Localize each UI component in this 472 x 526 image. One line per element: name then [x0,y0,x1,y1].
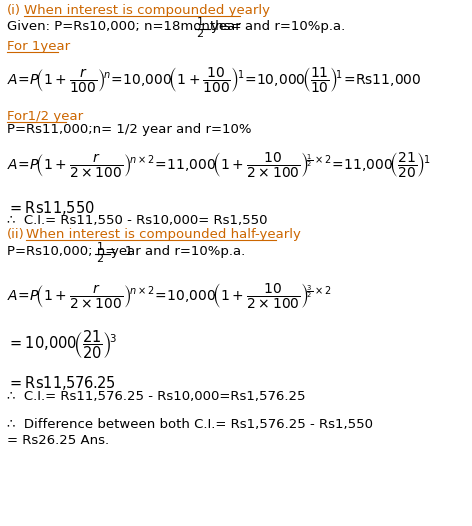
Text: $A\!=\!P\!\left(1+\dfrac{r}{2\times100}\right)^{\!n\times2}\!=\!10{,}000\!\left(: $A\!=\!P\!\left(1+\dfrac{r}{2\times100}\… [7,280,331,309]
Text: year and r=10%p.a.: year and r=10%p.a. [110,245,245,258]
Text: = Rs26.25 Ans.: = Rs26.25 Ans. [7,434,109,447]
Text: 2: 2 [96,254,103,264]
Text: 2: 2 [196,29,203,39]
Text: P=Rs10,000; n=  1: P=Rs10,000; n= 1 [7,245,133,258]
Text: P=Rs11,000;n= 1/2 year and r=10%: P=Rs11,000;n= 1/2 year and r=10% [7,123,252,136]
Text: $A\!=\!P\!\left(1+\dfrac{r}{2\times100}\right)^{\!n\times2}\!=\!11{,}000\!\left(: $A\!=\!P\!\left(1+\dfrac{r}{2\times100}\… [7,150,430,179]
Text: $=\mathrm{Rs}11{,}576.25$: $=\mathrm{Rs}11{,}576.25$ [7,374,116,392]
Text: $A\!=\!P\!\left(1+\dfrac{r}{100}\right)^{\!n}\!=\!10{,}000\!\left(1+\dfrac{10}{1: $A\!=\!P\!\left(1+\dfrac{r}{100}\right)^… [7,66,421,95]
Text: year and r=10%p.a.: year and r=10%p.a. [211,20,345,33]
Text: When interest is compounded yearly: When interest is compounded yearly [24,4,270,17]
Text: $=10{,}000\!\left(\dfrac{21}{20}\right)^{\!3}$: $=10{,}000\!\left(\dfrac{21}{20}\right)^… [7,329,118,361]
Text: (ii): (ii) [7,228,25,241]
Text: $=\mathrm{Rs}11{,}550$: $=\mathrm{Rs}11{,}550$ [7,199,95,217]
Text: ∴  C.I.= Rs11,550 - Rs10,000= Rs1,550: ∴ C.I.= Rs11,550 - Rs10,000= Rs1,550 [7,214,268,227]
Text: When interest is compounded half-yearly: When interest is compounded half-yearly [26,228,301,241]
Text: 1: 1 [197,17,204,27]
Text: ∴  Difference between both C.I.= Rs1,576.25 - Rs1,550: ∴ Difference between both C.I.= Rs1,576.… [7,418,373,431]
Text: For 1year: For 1year [7,40,70,53]
Text: For1/2 year: For1/2 year [7,110,83,123]
Text: Given: P=Rs10,000; n=18months=: Given: P=Rs10,000; n=18months= [7,20,241,33]
Text: 1: 1 [97,242,104,252]
Text: ∴  C.I.= Rs11,576.25 - Rs10,000=Rs1,576.25: ∴ C.I.= Rs11,576.25 - Rs10,000=Rs1,576.2… [7,390,305,403]
Text: (i): (i) [7,4,21,17]
